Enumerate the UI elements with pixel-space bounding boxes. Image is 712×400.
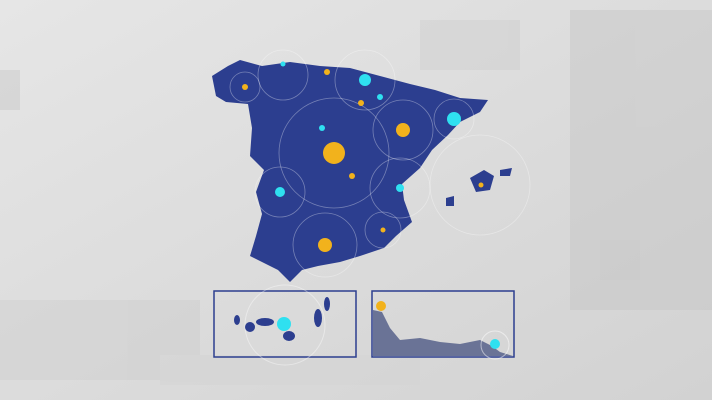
marker-yellow bbox=[358, 100, 364, 106]
inset-canary-islands bbox=[213, 284, 357, 366]
marker-cyan bbox=[359, 74, 371, 86]
marker-yellow bbox=[396, 123, 410, 137]
marker-cyan bbox=[280, 61, 286, 67]
markers bbox=[242, 61, 484, 252]
inset-ceuta-melilla bbox=[371, 290, 515, 360]
marker-cyan bbox=[275, 187, 285, 197]
marker-yellow bbox=[478, 182, 484, 188]
mainland-spain bbox=[212, 60, 488, 282]
marker-cyan bbox=[377, 94, 383, 100]
marker-cyan bbox=[490, 339, 500, 349]
marker-yellow bbox=[349, 173, 355, 179]
balearic-islands bbox=[446, 168, 512, 206]
marker-yellow bbox=[323, 142, 345, 164]
marker-yellow bbox=[376, 301, 386, 311]
marker-cyan bbox=[396, 184, 404, 192]
background-tiles bbox=[0, 10, 712, 385]
marker-yellow bbox=[242, 84, 248, 90]
marker-yellow bbox=[380, 227, 386, 233]
marker-cyan bbox=[277, 317, 291, 331]
marker-cyan bbox=[319, 125, 325, 131]
marker-cyan bbox=[447, 112, 461, 126]
radius-circles bbox=[229, 49, 531, 278]
marker-yellow bbox=[324, 69, 330, 75]
marker-yellow bbox=[318, 238, 332, 252]
